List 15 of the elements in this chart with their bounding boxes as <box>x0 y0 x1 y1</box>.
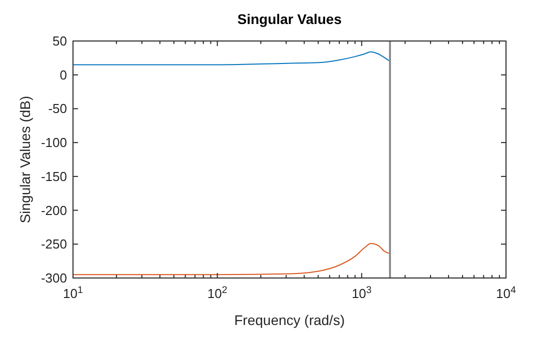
y-axis-title: Singular Values (dB) <box>17 96 33 224</box>
y-tick-label: 50 <box>52 34 67 48</box>
chart-title: Singular Values <box>237 11 342 27</box>
y-tick-label: 0 <box>60 67 67 82</box>
x-tick-label: 10$^{3}$ <box>352 284 372 301</box>
y-tick-label: -150 <box>40 168 67 184</box>
x-tick-label: 10$^{1}$ <box>63 284 83 301</box>
y-tick-label: -50 <box>48 101 67 116</box>
y-tick-label: -300 <box>40 270 67 286</box>
y-tick-label: -200 <box>40 202 67 218</box>
y-tick-label: -100 <box>40 135 67 150</box>
x-tick-label: 10$^{2}$ <box>207 284 228 301</box>
y-tick-label: -250 <box>40 236 67 252</box>
x-axis-title: Frequency (rad/s) <box>234 312 345 328</box>
x-tick-label: 10$^{4}$ <box>496 284 517 301</box>
